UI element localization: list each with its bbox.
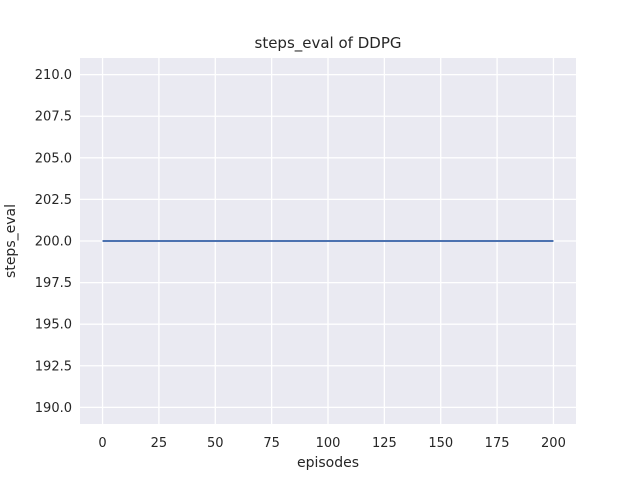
y-tick-label: 197.5 xyxy=(35,276,72,291)
y-tick-label: 210.0 xyxy=(35,68,72,83)
x-tick-label: 25 xyxy=(151,436,168,451)
y-tick-label: 190.0 xyxy=(35,401,72,416)
y-tick-label: 195.0 xyxy=(35,318,72,333)
tick-layer: 0 25 50 75 100 125 150 175 200 190.0 192.5 195.0 197… xyxy=(35,68,566,451)
y-tick-label: 207.5 xyxy=(35,110,72,125)
x-tick-label: 75 xyxy=(263,436,280,451)
x-tick-label: 0 xyxy=(98,436,106,451)
x-tick-label: 100 xyxy=(316,436,341,451)
y-tick-label: 192.5 xyxy=(35,359,72,374)
y-tick-label: 200.0 xyxy=(35,235,72,250)
x-tick-label: 175 xyxy=(485,436,510,451)
x-tick-label: 150 xyxy=(428,436,453,451)
y-axis-label: steps_eval xyxy=(3,204,19,278)
y-tick-label: 202.5 xyxy=(35,193,72,208)
x-tick-label: 50 xyxy=(207,436,224,451)
chart-title: steps_eval of DDPG xyxy=(255,34,402,53)
x-tick-label: 125 xyxy=(372,436,397,451)
y-tick-label: 205.0 xyxy=(35,151,72,166)
x-axis-label: episodes xyxy=(297,455,359,471)
x-tick-label: 200 xyxy=(541,436,566,451)
